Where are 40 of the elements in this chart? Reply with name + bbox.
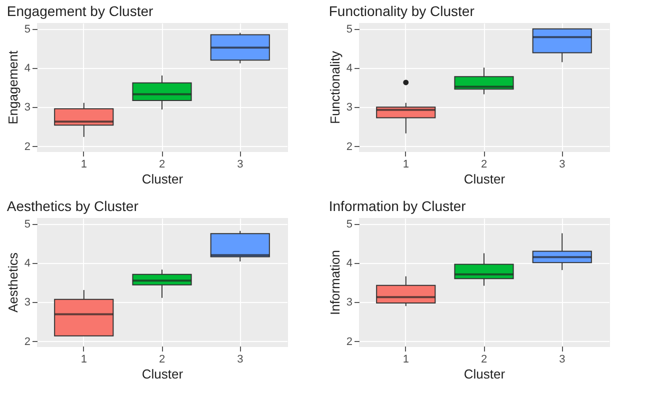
chart-title: Aesthetics by Cluster <box>6 198 139 214</box>
y-axis-title: Aesthetics <box>5 252 20 312</box>
x-tick-label: 2 <box>158 354 166 366</box>
x-axis-title: Cluster <box>142 366 184 382</box>
y-axis-title: Information <box>327 250 342 316</box>
y-tick-label: 4 <box>346 258 352 270</box>
x-axis-title: Cluster <box>142 172 184 186</box>
x-axis-title: Cluster <box>464 366 506 382</box>
y-tick-label: 3 <box>24 102 30 114</box>
x-tick-label: 3 <box>237 354 244 366</box>
y-tick-label: 3 <box>346 296 352 309</box>
x-tick-label: 1 <box>80 354 87 366</box>
y-tick-label: 2 <box>346 140 352 153</box>
y-tick-label: 3 <box>346 102 352 114</box>
y-tick-label: 5 <box>346 218 352 230</box>
chart-title: Engagement by Cluster <box>6 2 154 19</box>
y-tick-label: 2 <box>24 336 30 348</box>
y-tick-label: 4 <box>346 62 352 75</box>
y-tick-label: 5 <box>346 23 352 36</box>
x-tick-label: 1 <box>402 354 409 366</box>
x-tick-label: 1 <box>80 158 87 170</box>
x-tick-label: 2 <box>158 158 166 170</box>
y-tick-label: 2 <box>346 336 352 348</box>
y-tick-label: 4 <box>24 258 30 270</box>
x-tick-label: 3 <box>237 158 244 170</box>
y-tick-label: 5 <box>24 218 30 230</box>
y-tick-label: 5 <box>24 23 30 36</box>
x-tick-label: 1 <box>402 158 409 170</box>
y-tick-label: 3 <box>24 296 30 309</box>
chart-title: Functionality by Cluster <box>328 2 475 19</box>
y-axis-title: Engagement <box>5 50 20 124</box>
x-tick-label: 2 <box>480 354 488 366</box>
y-tick-label: 2 <box>24 140 30 153</box>
x-axis-title: Cluster <box>464 172 506 186</box>
x-tick-label: 3 <box>559 158 566 170</box>
x-tick-label: 3 <box>559 354 566 366</box>
chart-title: Information by Cluster <box>328 198 466 214</box>
x-tick-label: 2 <box>480 158 488 170</box>
y-axis-title: Functionality <box>327 50 342 124</box>
y-tick-label: 4 <box>24 62 30 75</box>
